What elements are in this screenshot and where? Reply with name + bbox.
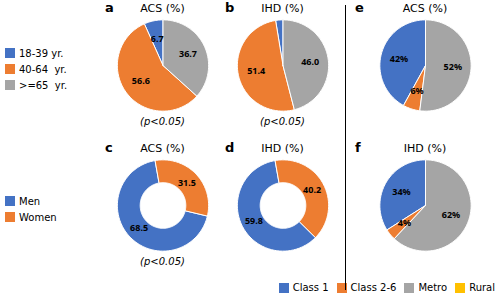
- html-text:(p<0.05): (p<0.05): [140, 256, 185, 267]
- html-text:Women: Women: [19, 211, 57, 223]
- html-text:18-39 yr.: 18-39 yr.: [19, 47, 64, 59]
- html-text:Class 1: Class 1: [292, 282, 329, 293]
- html-text:IHD (%): IHD (%): [261, 142, 304, 155]
- svg-text:51.4: 51.4: [247, 64, 265, 77]
- svg-text:56.6: 56.6: [132, 74, 150, 87]
- svg-text:52%: 52%: [444, 60, 462, 73]
- html-text:Class 2-6: Class 2-6: [350, 282, 397, 293]
- svg-text:68.5: 68.5: [130, 221, 148, 234]
- svg-text:31.5: 31.5: [178, 176, 196, 189]
- svg-text:42%: 42%: [390, 52, 408, 65]
- svg-text:62%: 62%: [442, 208, 460, 221]
- html-text:Men: Men: [19, 195, 41, 207]
- svg-text:6%: 6%: [410, 84, 423, 97]
- html-text:ACS (%): ACS (%): [402, 2, 448, 15]
- svg-text:46.0: 46.0: [301, 55, 319, 68]
- svg-text:6.7: 6.7: [151, 32, 164, 45]
- html-text:c: c: [105, 140, 113, 155]
- html-text:IHD (%): IHD (%): [261, 2, 304, 15]
- svg-text:36.7: 36.7: [179, 47, 197, 60]
- html-text:a: a: [105, 0, 114, 15]
- svg-text:40.2: 40.2: [303, 183, 321, 196]
- html-text:(p<0.05): (p<0.05): [260, 116, 305, 127]
- svg-text:4%: 4%: [398, 216, 411, 229]
- html-text:Rural: Rural: [469, 282, 495, 293]
- html-text:b: b: [225, 0, 235, 15]
- html-text:d: d: [225, 140, 235, 155]
- html-text:f: f: [355, 140, 361, 155]
- svg-text:59.8: 59.8: [245, 214, 263, 227]
- html-text:Metro: Metro: [418, 282, 448, 293]
- html-text:40-64 yr.: 40-64 yr.: [19, 63, 67, 75]
- html-text:ACS (%): ACS (%): [140, 2, 185, 15]
- svg-text:34%: 34%: [392, 185, 410, 198]
- html-text:>=65 yr.: >=65 yr.: [19, 79, 68, 91]
- html-text:IHD (%): IHD (%): [403, 142, 447, 155]
- html-text:e: e: [355, 0, 364, 15]
- html-text:ACS (%): ACS (%): [140, 142, 185, 155]
- html-text:(p<0.05): (p<0.05): [140, 116, 185, 127]
